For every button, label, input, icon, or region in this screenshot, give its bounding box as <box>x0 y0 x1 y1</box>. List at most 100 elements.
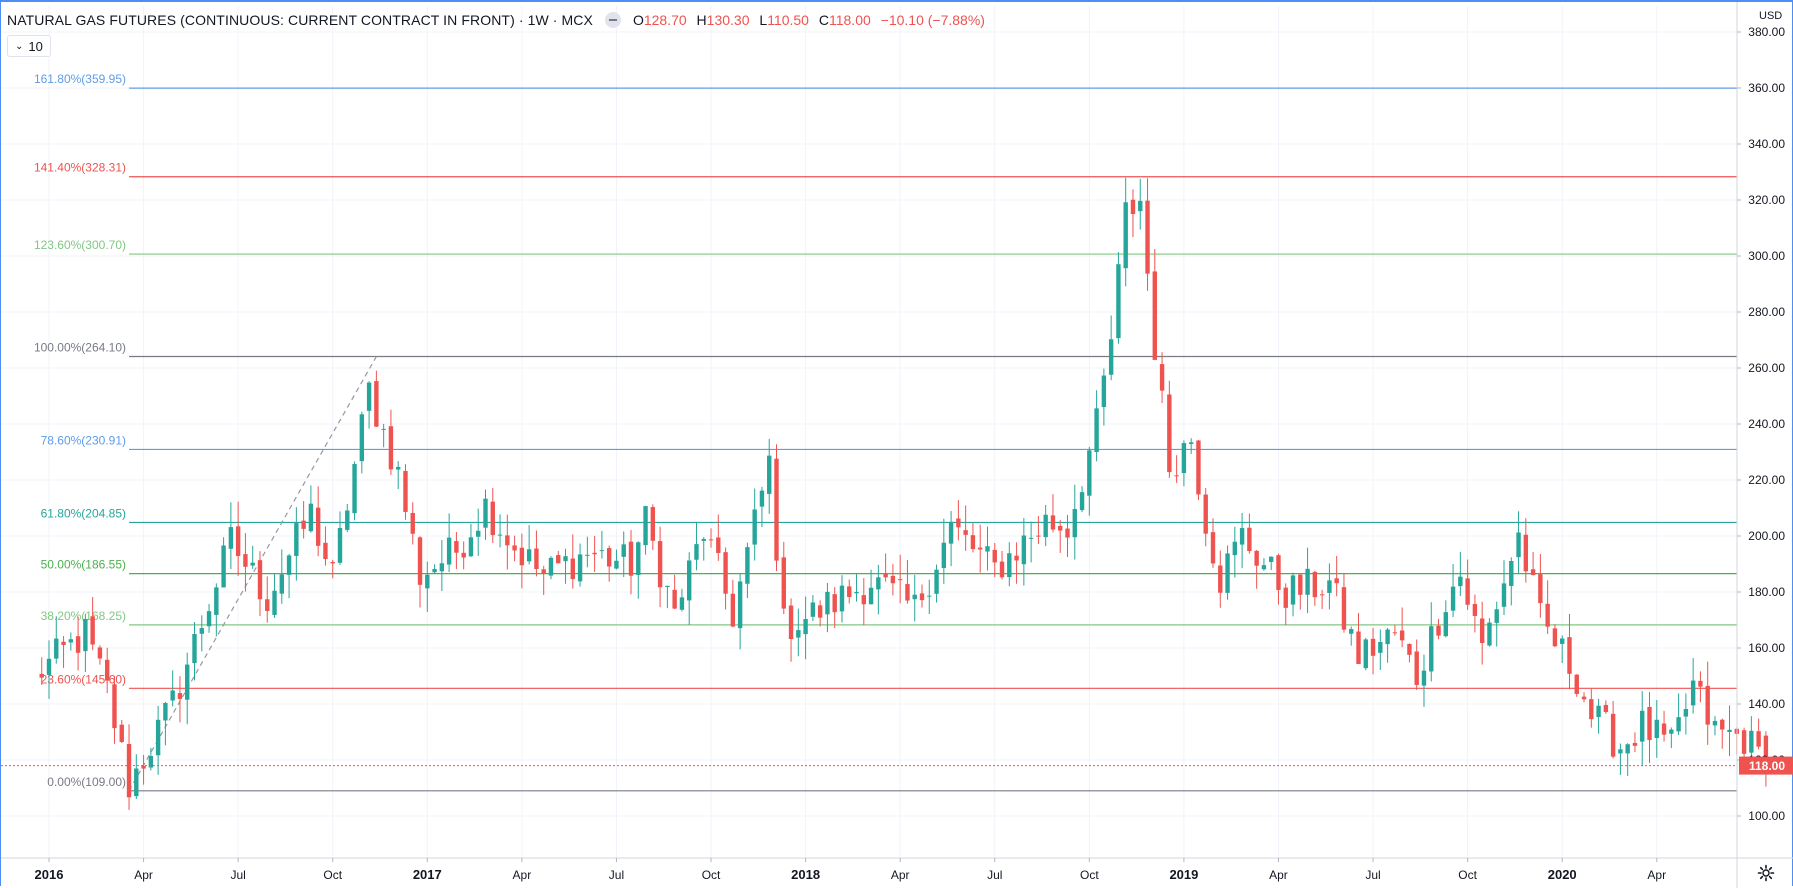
candle-body <box>1239 528 1245 545</box>
candle-body <box>810 602 816 617</box>
candle-body <box>687 560 692 601</box>
candle-body <box>847 586 852 597</box>
candle-body <box>235 526 241 556</box>
candle-body <box>956 518 961 528</box>
candle-body <box>381 428 386 430</box>
fib-level-label: 100.00%(264.10) <box>34 341 126 355</box>
candle-body <box>599 550 605 552</box>
candle-body <box>1218 565 1223 593</box>
open-label: O <box>632 12 644 28</box>
candle-body <box>1509 561 1514 586</box>
hide-legend-icon[interactable] <box>604 12 621 28</box>
candle-body <box>992 549 997 563</box>
open-value: 128.70 <box>643 12 687 28</box>
y-tick-label: 100.00 <box>1748 809 1785 823</box>
candle-body <box>1210 532 1216 564</box>
candle-body <box>1516 532 1521 558</box>
candle-body <box>119 724 124 742</box>
candle-body <box>745 547 750 584</box>
candle-body <box>1683 709 1689 717</box>
candle-body <box>1560 638 1565 644</box>
candle-body <box>1538 574 1543 604</box>
candle-body <box>1552 628 1558 647</box>
candle-body <box>163 702 168 721</box>
candle-body <box>126 744 132 798</box>
candle-body <box>374 381 379 427</box>
candle-body <box>774 458 779 561</box>
candle-body <box>1130 199 1136 215</box>
y-tick-label: 240.00 <box>1748 417 1785 431</box>
candle-body <box>919 593 925 601</box>
fib-retracement[interactable]: 161.80%(359.95) 141.40%(328.31) 123.60%(30… <box>34 72 1737 792</box>
candle-body <box>606 548 612 567</box>
gear-icon[interactable] <box>1757 864 1775 882</box>
candle-body <box>1581 696 1587 700</box>
volume-toggle-button[interactable]: ⌄ 10 <box>7 35 51 57</box>
candle-body <box>534 548 539 570</box>
y-tick-label: 280.00 <box>1748 305 1785 319</box>
candle-body <box>1152 271 1157 360</box>
candle-body <box>272 590 277 615</box>
candle-body <box>948 521 954 544</box>
candle-body <box>1501 583 1507 607</box>
candle-body <box>1589 699 1594 720</box>
candle-body <box>519 547 525 566</box>
candle-body <box>730 593 736 627</box>
candle-body <box>1436 625 1441 636</box>
candle-body <box>556 555 561 564</box>
candle-body <box>1698 680 1703 687</box>
candle-body <box>1290 575 1296 605</box>
candle-body <box>1472 604 1478 616</box>
candle-body <box>883 573 888 578</box>
candle-body <box>1458 576 1463 587</box>
candle-body <box>657 541 663 588</box>
y-tick-label: 160.00 <box>1748 641 1785 655</box>
candle-body <box>1305 568 1310 595</box>
candle-body <box>315 507 321 546</box>
candle-body <box>679 597 685 610</box>
chevron-down-icon: ⌄ <box>15 40 24 52</box>
candle-body <box>999 561 1005 578</box>
x-tick-label: Oct <box>323 868 342 882</box>
candle-body <box>839 585 845 612</box>
candle-body <box>1312 571 1318 598</box>
candle-body <box>112 684 117 729</box>
candle-body <box>366 382 372 411</box>
symbol-title[interactable]: NATURAL GAS FUTURES (CONTINUOUS: CURRENT… <box>7 12 593 28</box>
candle-body <box>563 556 568 562</box>
x-tick-label: Apr <box>134 868 153 882</box>
candle-body <box>1392 632 1398 634</box>
candle-body <box>286 555 292 575</box>
candle-body <box>1705 685 1710 725</box>
fib-level-label: 161.80%(359.95) <box>34 72 126 86</box>
candle-body <box>483 498 488 528</box>
x-tick-label: 2016 <box>35 867 64 882</box>
candle-body <box>912 594 917 600</box>
currency-label[interactable]: USD <box>1759 10 1783 22</box>
grid <box>1 6 1737 858</box>
candle-body <box>1378 642 1383 653</box>
candle-body <box>323 542 328 560</box>
candle-body <box>1661 723 1667 735</box>
chart-header: NATURAL GAS FUTURES (CONTINUOUS: CURRENT… <box>7 10 991 30</box>
candle-body <box>1014 555 1019 561</box>
x-tick-label: Jul <box>987 868 1002 882</box>
candle-body <box>1676 717 1681 732</box>
candle-body <box>803 619 808 635</box>
candle-body <box>1021 535 1027 565</box>
x-tick-label: 2017 <box>413 867 442 882</box>
candle-body <box>352 464 357 514</box>
candle-body <box>1138 200 1143 212</box>
x-tick-label: Jul <box>609 868 624 882</box>
candle-body <box>970 535 976 550</box>
candle-body <box>1334 578 1339 584</box>
ohlc-readout: O128.70 H130.30 L110.50 C118.00 −10.10 (… <box>633 12 991 28</box>
candle-body <box>1603 704 1609 712</box>
y-tick-label: 180.00 <box>1748 585 1785 599</box>
candle-body <box>650 507 656 541</box>
candle-body <box>461 552 466 558</box>
candle-body <box>832 594 837 613</box>
x-tick-label: 2018 <box>791 867 820 882</box>
